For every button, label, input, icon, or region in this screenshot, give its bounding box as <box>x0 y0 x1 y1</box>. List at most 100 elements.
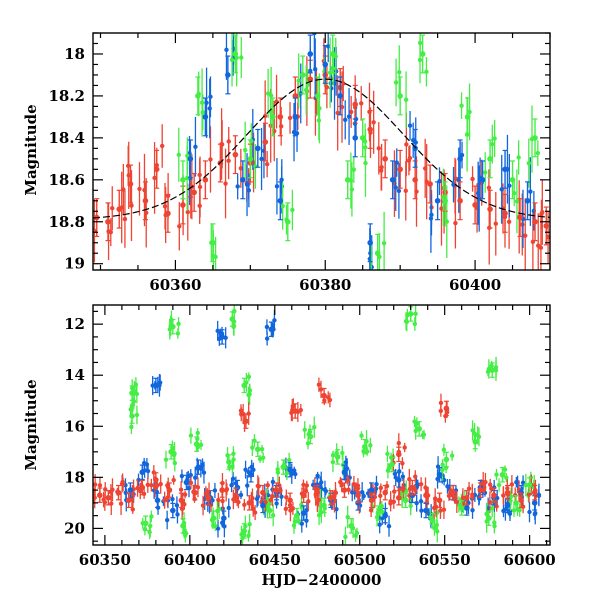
point-s2-9 <box>205 490 212 506</box>
plot-frame <box>92 304 551 546</box>
point-s2-36 <box>321 387 327 404</box>
point-s2-12 <box>374 233 381 270</box>
point-s0-5 <box>153 149 160 189</box>
x-tick-label: 60360 <box>149 276 201 294</box>
x-tick-label: 60400 <box>449 276 501 294</box>
point-s2-6 <box>166 482 173 498</box>
point-s1-34 <box>129 385 135 401</box>
point-s1-4 <box>255 128 261 168</box>
point-s1-18 <box>524 181 531 221</box>
point-s0-1 <box>139 464 146 480</box>
point-s2-13 <box>260 484 266 501</box>
point-s2-28 <box>463 490 470 506</box>
point-s1-7 <box>241 523 248 539</box>
point-s0-13 <box>300 505 307 521</box>
y-tick-label: 18 <box>64 468 85 486</box>
point-s1-2 <box>168 444 174 460</box>
point-s1-15 <box>457 139 463 179</box>
point-s0-4 <box>142 181 149 221</box>
point-s1-0 <box>187 139 194 179</box>
point-s0-2 <box>154 492 161 509</box>
panel-full: 60350 60400 60450 60500 60550 60600 12 14 16 18 20… <box>22 304 556 589</box>
point-s2-37 <box>443 400 450 417</box>
point-s2-33 <box>531 484 538 501</box>
x-tick-label: 60350 <box>79 551 131 569</box>
point-s2-14 <box>419 34 426 74</box>
point-s2-34 <box>243 413 249 429</box>
point-s1-17 <box>375 505 382 521</box>
x-axis-label: HJD−2400000 <box>262 571 382 589</box>
point-s2-13 <box>397 76 403 116</box>
point-s2-8 <box>314 76 321 116</box>
point-s2-32 <box>518 492 524 509</box>
point-s1-26 <box>499 467 506 483</box>
point-s1-3 <box>240 160 246 200</box>
y-tick-label: 18 <box>64 45 85 63</box>
point-s0-9 <box>248 467 254 483</box>
point-s2-3 <box>125 492 132 509</box>
point-s1-20 <box>416 421 422 437</box>
point-s1-25 <box>486 510 492 526</box>
point-s1-11 <box>367 223 373 263</box>
plot-frame <box>92 32 551 271</box>
point-s0-8 <box>191 172 197 212</box>
point-s0-10 <box>260 497 266 514</box>
point-s1-5 <box>210 510 217 526</box>
point-s1-11 <box>294 507 300 524</box>
point-s1-8 <box>322 44 329 84</box>
point-s2-29 <box>477 482 484 498</box>
point-s1-19 <box>402 492 409 509</box>
point-s2-16 <box>300 487 307 503</box>
panel-zoom: 60360 60380 60400 18 18.2 18.4 18.6 18.8 19 Magni… <box>22 32 551 294</box>
point-s2-1 <box>195 76 201 116</box>
point-s0-20 <box>395 472 402 488</box>
point-s2-6 <box>284 202 291 242</box>
point-s0-30 <box>517 198 523 238</box>
point-s2-12 <box>246 495 253 511</box>
point-s1-4 <box>193 436 200 452</box>
x-tick-label: 60500 <box>334 551 386 569</box>
point-s0-31 <box>532 202 538 242</box>
point-s2-17 <box>314 484 321 501</box>
y-tick-label: 12 <box>64 315 85 333</box>
x-tick-label: 60450 <box>249 551 301 569</box>
point-s0-16 <box>341 464 348 480</box>
point-s1-18 <box>389 456 395 473</box>
point-s1-10 <box>280 459 287 475</box>
point-s1-6 <box>226 454 232 470</box>
point-s1-2 <box>225 55 231 95</box>
point-s0-33 <box>268 321 275 338</box>
point-s1-10 <box>352 118 359 158</box>
point-s0-20 <box>367 110 373 149</box>
point-s0-14 <box>277 97 284 137</box>
point-s1-13 <box>321 497 327 514</box>
point-s0-5 <box>195 459 202 475</box>
y-tick-label: 20 <box>64 519 85 537</box>
point-s0-3 <box>127 164 134 204</box>
point-s0-23 <box>436 467 443 483</box>
point-s2-9 <box>329 34 336 74</box>
point-s2-16 <box>464 97 471 137</box>
y-axis-label: Magnitude <box>22 379 40 470</box>
point-s0-4 <box>183 474 190 491</box>
point-s2-19 <box>532 118 538 158</box>
point-s2-4 <box>247 139 254 179</box>
point-s1-28 <box>526 477 533 493</box>
point-s1-13 <box>412 128 418 168</box>
point-s2-5 <box>153 472 159 488</box>
point-s1-8 <box>254 441 261 458</box>
point-s2-2 <box>115 484 122 501</box>
point-s0-22 <box>397 149 403 189</box>
point-s1-12 <box>307 428 314 445</box>
point-s0-19 <box>382 507 389 524</box>
point-s1-15 <box>348 518 355 534</box>
point-s2-2 <box>210 223 216 263</box>
y-tick-label: 14 <box>64 366 85 384</box>
point-s1-23 <box>458 500 465 516</box>
point-s1-16 <box>362 438 368 455</box>
point-s0-11 <box>232 135 239 175</box>
point-s2-20 <box>355 487 361 503</box>
y-tick-label: 16 <box>64 417 85 435</box>
point-s1-27 <box>513 495 519 511</box>
